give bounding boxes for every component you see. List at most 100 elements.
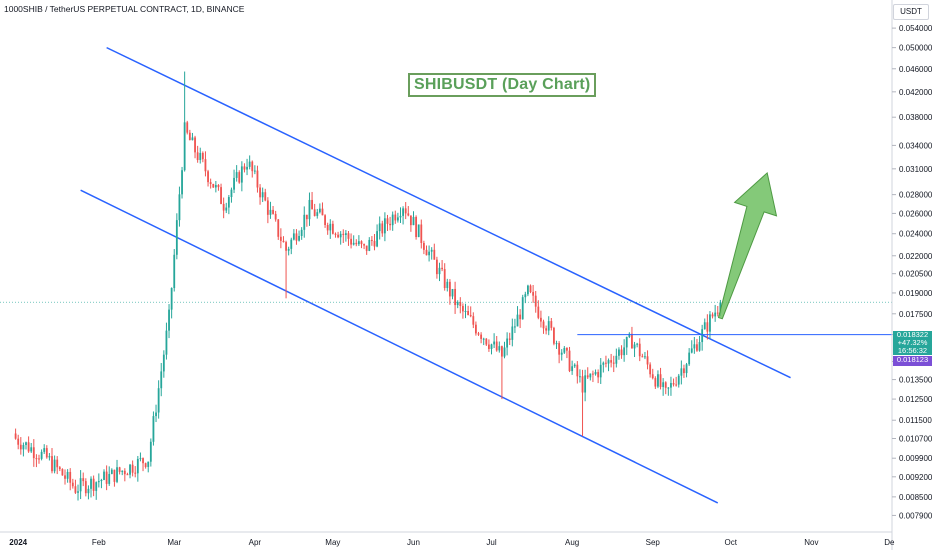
candle-body [337,234,339,238]
candle-body [511,326,514,340]
candle-body [178,194,181,221]
candle-body [157,388,160,413]
candle-body [204,159,207,172]
candle-body [77,491,79,493]
candle-body [274,213,277,220]
candle-body [142,458,144,464]
candle-body [571,366,574,372]
y-tick-label: 0.010700 [899,435,932,444]
candle-body [261,192,264,198]
candle-body [389,223,391,226]
candle-body [566,347,568,351]
candle-body [38,458,40,460]
candle-body [350,238,352,245]
candle-body [451,288,454,297]
candle-body [714,312,717,317]
candle-body [399,215,402,218]
candle-body [690,348,693,353]
candle-body [181,170,183,195]
candle-body [162,354,165,372]
candle-body [144,463,147,467]
candle-body [407,213,410,216]
candle-body [25,442,27,446]
y-tick-label: 0.009900 [899,454,932,463]
x-tick-label: Apr [249,538,262,547]
candle-body [693,344,696,349]
y-tick-label: 0.009200 [899,473,932,482]
candle-body [636,343,639,345]
candle-body [136,458,139,474]
candle-body [27,442,30,452]
candle-body [217,185,220,188]
candle-body [386,218,389,224]
candle-body [443,269,446,288]
candle-body [370,239,373,241]
candle-body [56,459,59,468]
candle-body [568,350,571,372]
candle-body [225,207,228,211]
candle-body [540,317,542,322]
candle-body [477,333,480,335]
candle-body [19,444,22,450]
candle-body [279,236,282,241]
candle-body [391,214,394,226]
candle-body [412,216,415,226]
candle-body [108,473,111,484]
y-tick-label: 0.011500 [899,416,932,425]
price-axis: 0.054000 0.050000 0.046000 0.042000 0.038000… [892,24,932,520]
currency-unit-button[interactable]: USDT [893,4,929,20]
candle-body [654,378,657,387]
candle-body [303,214,306,230]
candle-body [563,347,566,353]
candle-body [623,347,626,356]
candle-body [363,244,365,246]
candle-body [282,240,285,243]
candle-body [573,364,576,367]
last-price-tag: 0.018322 +47.32% 16:56:32 [893,331,932,355]
y-tick-label: 0.050000 [899,44,932,53]
candle-body [191,137,194,141]
candle-body [376,231,378,247]
candle-body [459,302,462,306]
candle-body [589,373,592,378]
candle-body [243,166,246,170]
candle-body [474,324,477,334]
candle-body [71,482,74,487]
candle-body [638,343,641,357]
candle-body [326,224,329,231]
candle-body [149,441,152,462]
candle-body [58,467,61,470]
candle-body [490,344,493,349]
y-tick-label: 0.046000 [899,65,932,74]
x-tick-label: 2024 [9,538,27,547]
candle-body [92,478,95,491]
candle-body [615,355,618,364]
candle-body [116,467,118,482]
candle-body [677,375,680,385]
candle-body [155,412,157,417]
candle-body [435,259,438,275]
y-tick-label: 0.020500 [899,270,932,279]
candle-body [32,447,35,459]
candle-body [227,197,230,208]
candle-body [493,341,496,345]
candle-body [295,233,298,241]
candle-body [409,215,412,226]
y-tick-label: 0.038000 [899,113,932,122]
candle-body [152,416,155,442]
y-tick-label: 0.022000 [899,252,932,261]
candle-body [118,467,121,472]
channel-upper-line [106,46,791,379]
candle-body [675,384,678,386]
candle-body [318,208,321,213]
candle-body [383,218,386,234]
x-tick-label: Nov [804,538,818,547]
candle-body [487,344,490,349]
x-tick-label: De [884,538,895,547]
candle-body [664,382,667,388]
candle-body [698,342,701,351]
candle-body [620,349,623,356]
candle-body [428,251,431,256]
x-tick-label: Feb [92,538,106,547]
